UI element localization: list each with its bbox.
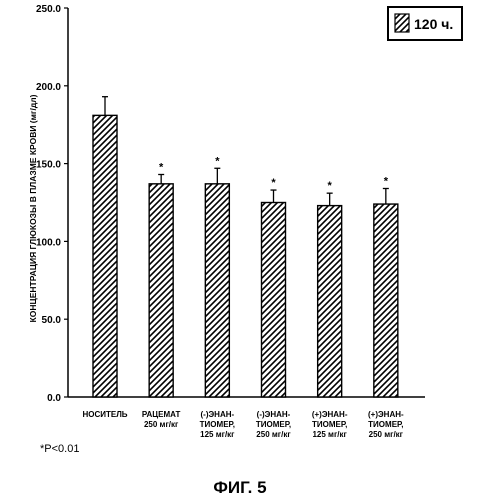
x-category-label-line: ТИОМЕР,	[368, 420, 403, 429]
bar	[93, 115, 117, 397]
x-category-label: РАЦЕМАТ250 мг/кг	[142, 410, 181, 429]
y-tick-label: 150.0	[36, 160, 61, 171]
legend-label: 120 ч.	[414, 16, 453, 32]
x-category-label-line: (+)ЭНАН-	[368, 410, 404, 419]
bars	[93, 97, 398, 397]
y-tick-label: 50.0	[42, 315, 62, 326]
significance-star: *	[271, 177, 276, 189]
y-axis-label: КОНЦЕНТРАЦИЯ ГЛЮКОЗЫ В ПЛАЗМЕ КРОВИ (мг/…	[28, 94, 38, 322]
significance-star: *	[328, 180, 333, 192]
x-category-label-line: (-)ЭНАН-	[200, 410, 234, 419]
x-category-label-line: 125 мг/кг	[200, 430, 235, 439]
x-category-label-line: ТИОМЕР,	[312, 420, 347, 429]
x-category-label-line: ТИОМЕР,	[256, 420, 291, 429]
significance-star: *	[215, 155, 220, 167]
axes	[64, 8, 425, 397]
x-category-label: (-)ЭНАН-ТИОМЕР,125 мг/кг	[200, 410, 236, 439]
figure-title: ФИГ. 5	[0, 478, 480, 498]
x-category-label-line: 125 мг/кг	[312, 430, 347, 439]
bar	[205, 184, 229, 397]
y-tick-label: 200.0	[36, 82, 61, 93]
y-tick-label: 100.0	[36, 237, 61, 248]
x-category-label-line: 250 мг/кг	[256, 430, 291, 439]
legend: 120 ч.	[388, 7, 462, 40]
x-category-label: (-)ЭНАН-ТИОМЕР,250 мг/кг	[256, 410, 292, 439]
bar	[149, 184, 173, 397]
x-category-label-line: (+)ЭНАН-	[312, 410, 348, 419]
x-category-label: (+)ЭНАН-ТИОМЕР,250 мг/кг	[368, 410, 404, 439]
bar	[318, 206, 342, 397]
y-tick-label: 0.0	[47, 393, 61, 404]
bar-chart: 0.0 50.0 100.0 150.0 200.0 250.0 КОНЦЕНТРАЦИЯ …	[0, 0, 480, 470]
x-category-label-line: 250 мг/кг	[369, 430, 404, 439]
x-category-label-line: (-)ЭНАН-	[257, 410, 291, 419]
significance-star: *	[384, 175, 389, 187]
bar	[374, 204, 398, 397]
significance-star: *	[159, 161, 164, 173]
legend-swatch	[395, 14, 409, 32]
x-category-label-line: ТИОМЕР,	[200, 420, 235, 429]
footnote: *P<0.01	[40, 443, 79, 455]
x-category-label-line: РАЦЕМАТ	[142, 410, 181, 419]
y-tick-label: 250.0	[36, 4, 61, 15]
bar	[262, 203, 286, 398]
x-category-label-line: НОСИТЕЛЬ	[82, 410, 127, 419]
x-category-label: (+)ЭНАН-ТИОМЕР,125 мг/кг	[312, 410, 348, 439]
x-category-label-line: 250 мг/кг	[144, 420, 179, 429]
x-category-label: НОСИТЕЛЬ	[82, 410, 127, 419]
